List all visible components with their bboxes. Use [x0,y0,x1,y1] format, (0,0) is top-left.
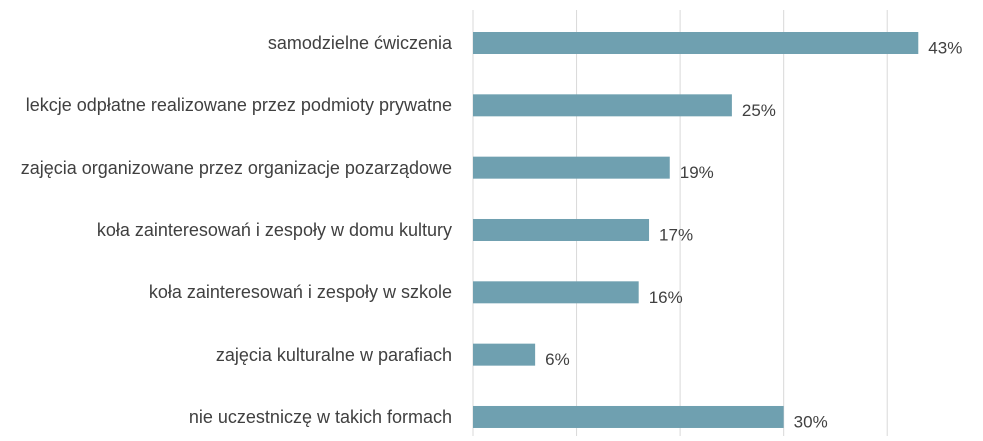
bar [473,281,639,304]
category-label: zajęcia kulturalne w parafiach [215,344,452,365]
value-label: 43% [928,38,962,57]
value-label: 16% [649,288,683,307]
category-label: lekcje odpłatne realizowane przez podmio… [25,95,452,116]
value-label: 30% [794,412,828,431]
value-label: 6% [545,350,570,369]
category-label: zajęcia organizowane przez organizacje p… [20,157,452,178]
bar [473,94,732,117]
bar [473,32,919,54]
category-label: samodzielne ćwiczenia [267,33,452,53]
category-label: nie uczestniczę w takich formach [188,406,452,427]
category-label: koła zainteresowań i zespoły w domu kult… [96,219,452,240]
value-label: 25% [742,101,776,120]
bar [473,156,670,179]
value-label: 19% [680,163,714,182]
bar [473,218,650,241]
category-label: koła zainteresowań i zespoły w szkole [148,282,452,303]
bar [473,343,536,366]
value-label: 17% [659,225,693,244]
bar [473,405,784,428]
